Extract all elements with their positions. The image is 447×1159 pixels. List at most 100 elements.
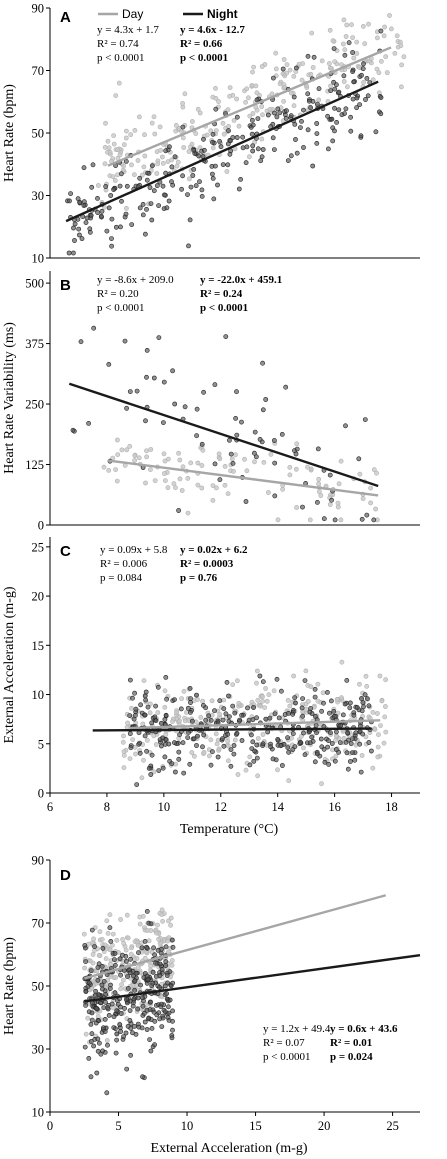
stat-day-equation: y = 0.09x + 5.8	[100, 544, 168, 556]
data-point	[154, 1012, 160, 1018]
data-point	[350, 96, 356, 102]
data-point	[234, 389, 239, 395]
data-point	[109, 243, 114, 249]
data-point	[250, 69, 255, 75]
data-point	[287, 472, 293, 478]
data-point	[127, 1008, 133, 1013]
data-point	[176, 749, 182, 755]
data-point	[142, 153, 148, 159]
data-point	[123, 947, 129, 953]
data-point	[220, 717, 226, 723]
data-point	[102, 1017, 108, 1022]
y-tick-label: 50	[32, 127, 45, 141]
data-point	[147, 701, 153, 707]
data-point	[121, 1034, 126, 1039]
panel-b: 0 125 250 375 500 Heart Rate Variability (ms)…	[2, 271, 420, 533]
data-point	[125, 720, 130, 726]
data-point	[293, 137, 298, 142]
data-point	[226, 437, 232, 443]
data-point	[113, 1050, 119, 1056]
data-point	[88, 968, 94, 973]
data-point	[191, 753, 197, 759]
data-point	[160, 183, 166, 189]
data-point	[299, 119, 304, 124]
data-point	[149, 217, 155, 223]
data-point	[139, 172, 145, 178]
data-point	[314, 751, 320, 757]
data-point	[262, 705, 267, 710]
data-point	[280, 71, 286, 77]
data-point	[106, 205, 112, 211]
data-point	[301, 145, 306, 150]
data-point	[316, 86, 322, 92]
data-point	[230, 682, 236, 687]
data-point	[180, 464, 186, 470]
data-point	[173, 761, 178, 767]
data-point	[114, 937, 120, 943]
legend-night-label: Night	[207, 7, 238, 21]
data-point	[360, 700, 366, 705]
data-point	[245, 95, 251, 101]
data-point	[234, 135, 240, 140]
data-point	[333, 747, 339, 752]
data-point	[291, 673, 296, 679]
data-point	[160, 160, 166, 166]
data-point	[281, 99, 286, 104]
data-point	[357, 681, 362, 687]
data-point	[381, 33, 387, 39]
data-point	[109, 1001, 115, 1007]
data-point	[199, 441, 205, 447]
data-point	[378, 28, 384, 34]
data-point	[132, 453, 138, 458]
data-point	[328, 83, 333, 89]
x-tick-label: 18	[385, 800, 398, 814]
data-point	[375, 744, 381, 750]
x-axis-title: Temperature (°C)	[180, 822, 279, 837]
data-point	[199, 485, 205, 491]
data-point	[363, 97, 368, 102]
data-point	[208, 128, 214, 134]
data-point	[209, 749, 215, 755]
data-point	[208, 718, 214, 723]
data-point	[106, 361, 112, 367]
data-point	[225, 107, 231, 113]
data-point	[89, 1031, 95, 1037]
data-point	[96, 183, 101, 188]
data-point	[362, 692, 368, 698]
data-point	[123, 135, 129, 141]
data-point	[253, 454, 259, 460]
data-point	[119, 171, 124, 177]
data-point	[325, 744, 330, 750]
data-point	[135, 1006, 141, 1012]
data-point	[177, 476, 183, 482]
data-point	[210, 483, 216, 488]
y-axis-title: Heart Rate Variability (ms)	[2, 322, 17, 474]
data-point	[103, 999, 108, 1005]
data-point	[226, 128, 231, 134]
data-point	[120, 952, 125, 958]
data-point	[374, 66, 380, 72]
data-point	[382, 714, 388, 720]
data-point	[158, 720, 164, 726]
data-point	[210, 145, 216, 151]
data-point	[168, 922, 173, 928]
data-point	[338, 517, 344, 523]
data-point	[291, 74, 297, 79]
data-point	[98, 1000, 103, 1005]
data-point	[260, 698, 265, 704]
data-point	[275, 737, 281, 742]
data-point	[366, 740, 372, 745]
data-point	[360, 731, 366, 737]
data-point	[179, 186, 184, 192]
data-point	[163, 737, 169, 743]
data-point	[137, 750, 143, 756]
trendline-day	[107, 46, 392, 167]
data-point	[144, 909, 150, 914]
data-point	[98, 1051, 104, 1057]
data-point	[272, 110, 277, 116]
data-point	[89, 184, 95, 190]
x-tick-label: 25	[386, 1119, 399, 1133]
panel-letter: D	[60, 867, 71, 884]
data-point	[374, 35, 380, 41]
data-point	[162, 754, 168, 760]
